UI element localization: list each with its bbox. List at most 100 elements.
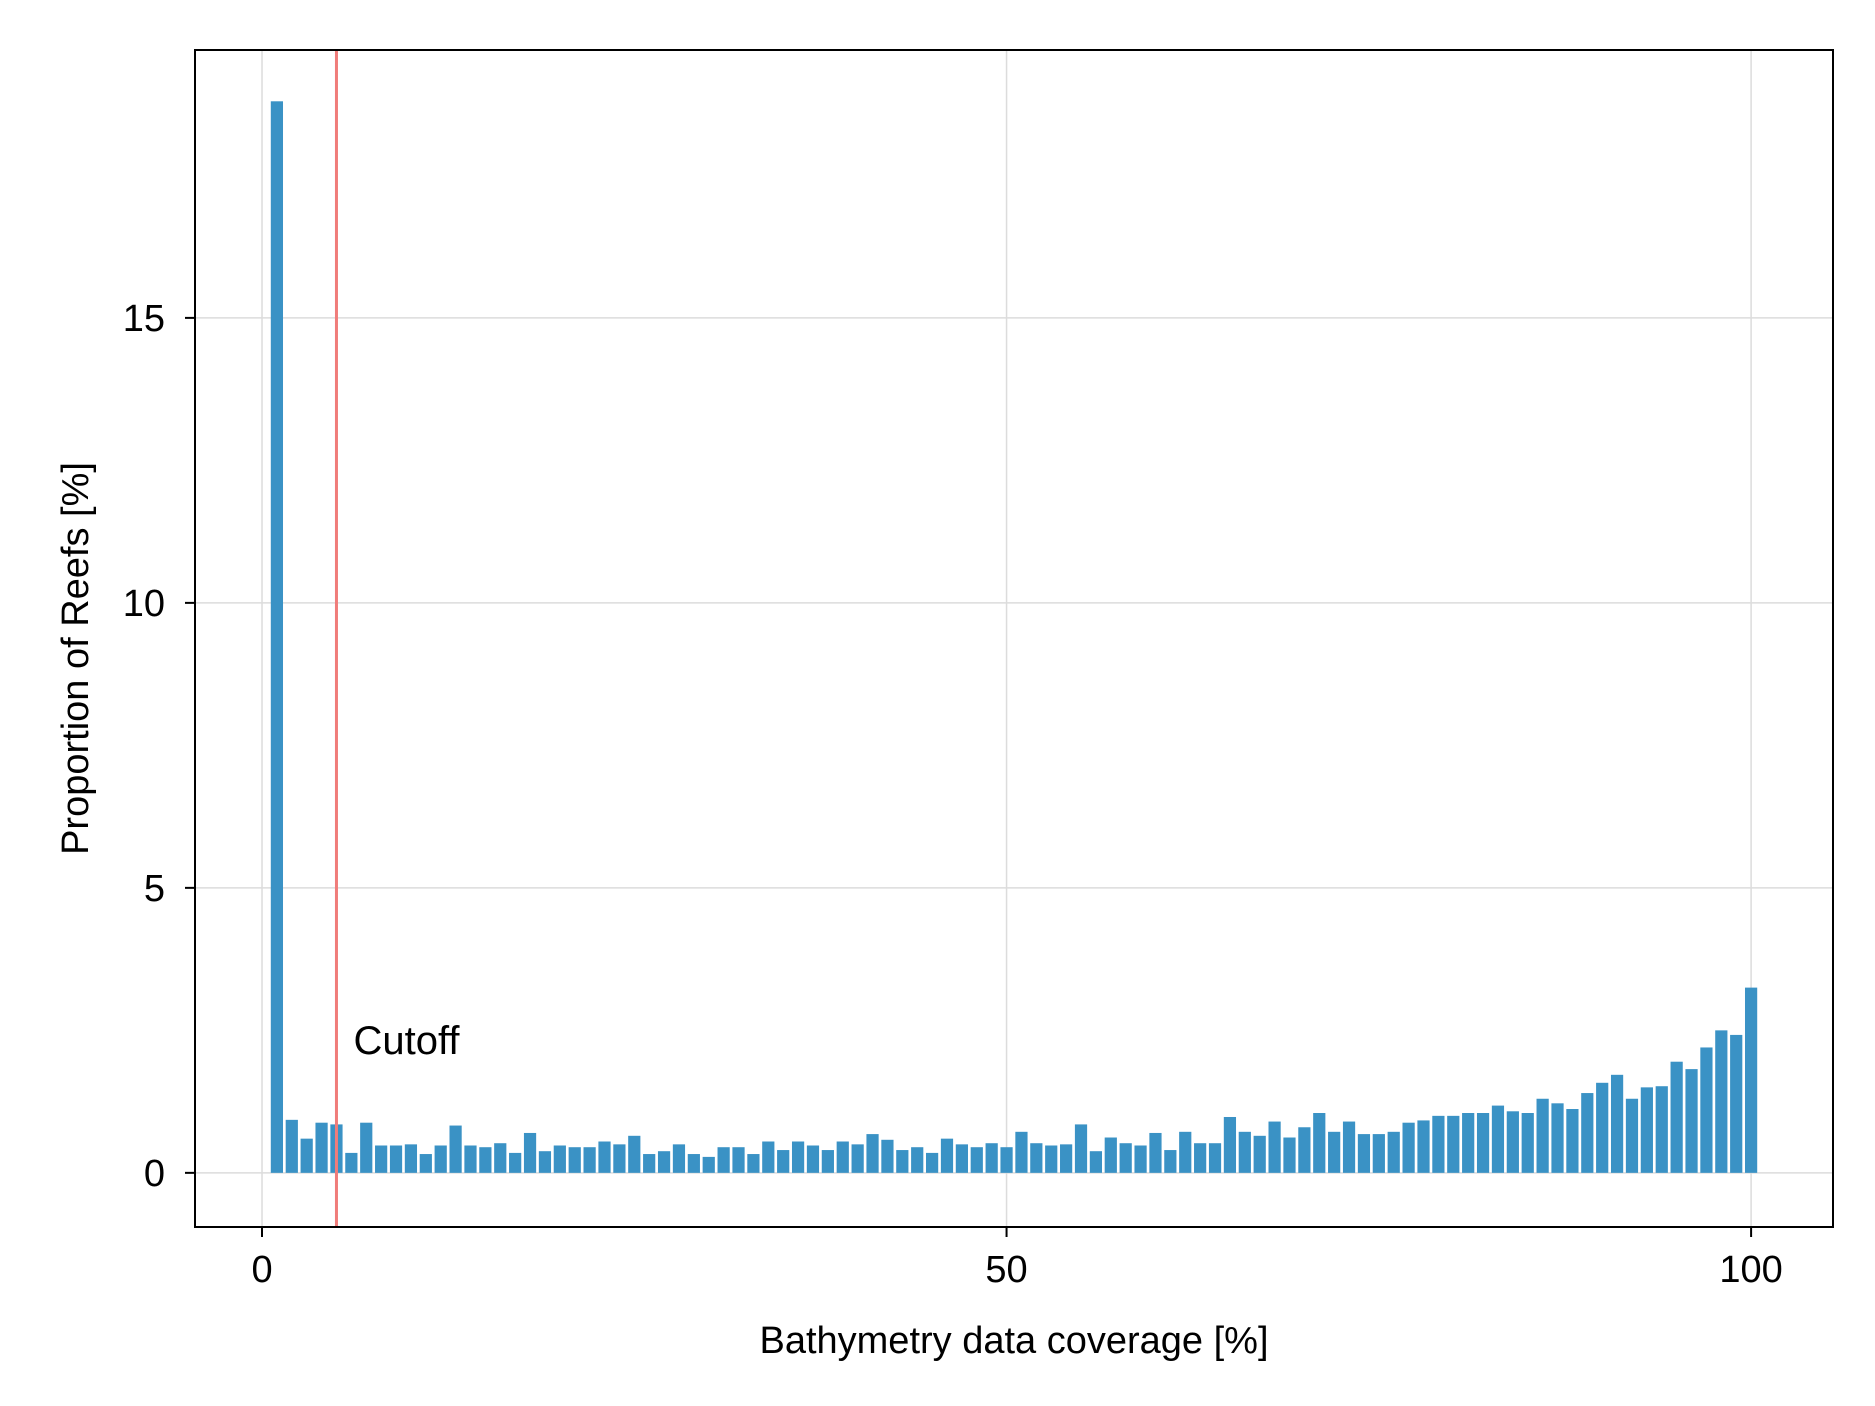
histogram-bar xyxy=(404,1144,418,1173)
histogram-bar xyxy=(821,1150,834,1173)
histogram-bar xyxy=(1000,1147,1013,1173)
histogram-bar xyxy=(896,1150,909,1173)
x-tick-label: 50 xyxy=(985,1249,1027,1291)
histogram-bar xyxy=(1357,1134,1371,1173)
histogram-bar xyxy=(1744,987,1758,1173)
histogram-bar xyxy=(1372,1134,1385,1173)
y-axis-title: Proportion of Reefs [%] xyxy=(55,462,97,855)
histogram-bar xyxy=(300,1138,313,1173)
histogram-bar xyxy=(389,1145,403,1173)
histogram-bar xyxy=(940,1138,954,1173)
histogram-bar xyxy=(881,1139,894,1173)
histogram-bar xyxy=(1104,1137,1117,1173)
histogram-bar xyxy=(568,1147,581,1173)
histogram-bar xyxy=(1134,1145,1147,1173)
histogram-bar xyxy=(538,1151,552,1173)
histogram-bar xyxy=(1328,1131,1341,1173)
x-axis-title: Bathymetry data coverage [%] xyxy=(759,1320,1268,1362)
histogram-bar xyxy=(1179,1131,1192,1173)
histogram-bar xyxy=(1074,1124,1088,1173)
histogram-bar xyxy=(270,101,284,1173)
histogram-bar xyxy=(583,1147,596,1173)
histogram-bar xyxy=(866,1134,879,1173)
histogram-bar xyxy=(1685,1069,1698,1173)
histogram-bar xyxy=(925,1152,939,1173)
histogram-bar xyxy=(523,1132,537,1173)
histogram-bar xyxy=(434,1145,447,1173)
histogram-bar xyxy=(1581,1093,1594,1173)
histogram-bar xyxy=(1298,1127,1311,1173)
histogram-bar xyxy=(1089,1151,1103,1173)
histogram-bar xyxy=(1119,1143,1132,1173)
x-tick-label: 0 xyxy=(251,1249,272,1291)
histogram-bar xyxy=(806,1145,820,1173)
histogram-bar xyxy=(1283,1137,1296,1173)
histogram-bar xyxy=(1045,1145,1058,1173)
y-tick-label: 10 xyxy=(123,583,165,625)
y-tick-label: 15 xyxy=(123,298,165,340)
y-tick-label: 0 xyxy=(144,1153,165,1195)
histogram-bar xyxy=(657,1151,671,1173)
histogram-bar xyxy=(1402,1122,1415,1173)
histogram-bar xyxy=(777,1150,790,1173)
histogram-bar xyxy=(1432,1115,1445,1173)
histogram-bar xyxy=(1387,1131,1400,1173)
histogram-bar xyxy=(1655,1086,1668,1173)
plot-frame xyxy=(194,49,1834,1228)
histogram-bar xyxy=(1447,1115,1460,1173)
histogram-bar xyxy=(1313,1113,1326,1173)
histogram-bar xyxy=(732,1147,745,1173)
histogram-bar xyxy=(1417,1120,1430,1173)
histogram-bar xyxy=(1015,1131,1028,1173)
histogram-bar xyxy=(747,1154,760,1173)
histogram-bar xyxy=(1521,1113,1534,1173)
histogram-bar xyxy=(1640,1087,1653,1173)
histogram-bar xyxy=(1194,1143,1207,1173)
histogram-bar xyxy=(479,1147,492,1173)
histogram-bar xyxy=(449,1125,462,1173)
histogram-bar xyxy=(1208,1143,1222,1173)
histogram-bar xyxy=(613,1144,626,1173)
histogram-bar xyxy=(762,1141,775,1173)
histogram-bar xyxy=(985,1143,998,1173)
histogram-bar xyxy=(1551,1103,1564,1173)
histogram-bar xyxy=(836,1141,849,1173)
histogram-bar xyxy=(955,1144,968,1173)
histogram-bar xyxy=(285,1119,298,1173)
histogram-bar xyxy=(1268,1121,1281,1173)
histogram-bar xyxy=(702,1156,715,1173)
axis-ticks: 0 50 100 0 5 10 15 xyxy=(123,298,1783,1291)
histogram-bar xyxy=(1625,1098,1639,1173)
histogram-bar xyxy=(1253,1135,1266,1173)
x-tick-label: 100 xyxy=(1719,1249,1782,1291)
bars xyxy=(270,101,1758,1173)
histogram-bar xyxy=(360,1122,373,1173)
histogram-bar xyxy=(1491,1105,1505,1173)
histogram-bar xyxy=(1462,1113,1475,1173)
histogram-bar xyxy=(687,1154,700,1173)
histogram-bar xyxy=(1030,1143,1043,1173)
histogram-bar xyxy=(1149,1132,1162,1173)
histogram-bar xyxy=(553,1145,566,1173)
histogram-bar xyxy=(1164,1150,1177,1173)
histogram-bar xyxy=(970,1147,983,1173)
histogram-bar xyxy=(1342,1121,1356,1173)
histogram-bar xyxy=(1238,1131,1251,1173)
histogram-bar xyxy=(717,1147,730,1173)
histogram-bar xyxy=(628,1135,641,1173)
histogram-bar xyxy=(598,1141,611,1173)
histogram-bar xyxy=(1610,1074,1624,1173)
histogram-bar xyxy=(1223,1116,1237,1173)
histogram-bar xyxy=(345,1152,358,1173)
histogram-bar xyxy=(1700,1047,1713,1173)
cutoff-layer: Cutoff xyxy=(334,50,460,1227)
histogram-bar xyxy=(1670,1061,1683,1173)
histogram-bar xyxy=(1596,1082,1609,1173)
histogram-bar xyxy=(911,1147,924,1173)
histogram-bar xyxy=(1566,1109,1579,1173)
histogram-bar xyxy=(494,1143,507,1173)
histogram-bar xyxy=(851,1144,864,1173)
cutoff-label: Cutoff xyxy=(353,1019,460,1063)
histogram-bar xyxy=(1536,1098,1549,1173)
